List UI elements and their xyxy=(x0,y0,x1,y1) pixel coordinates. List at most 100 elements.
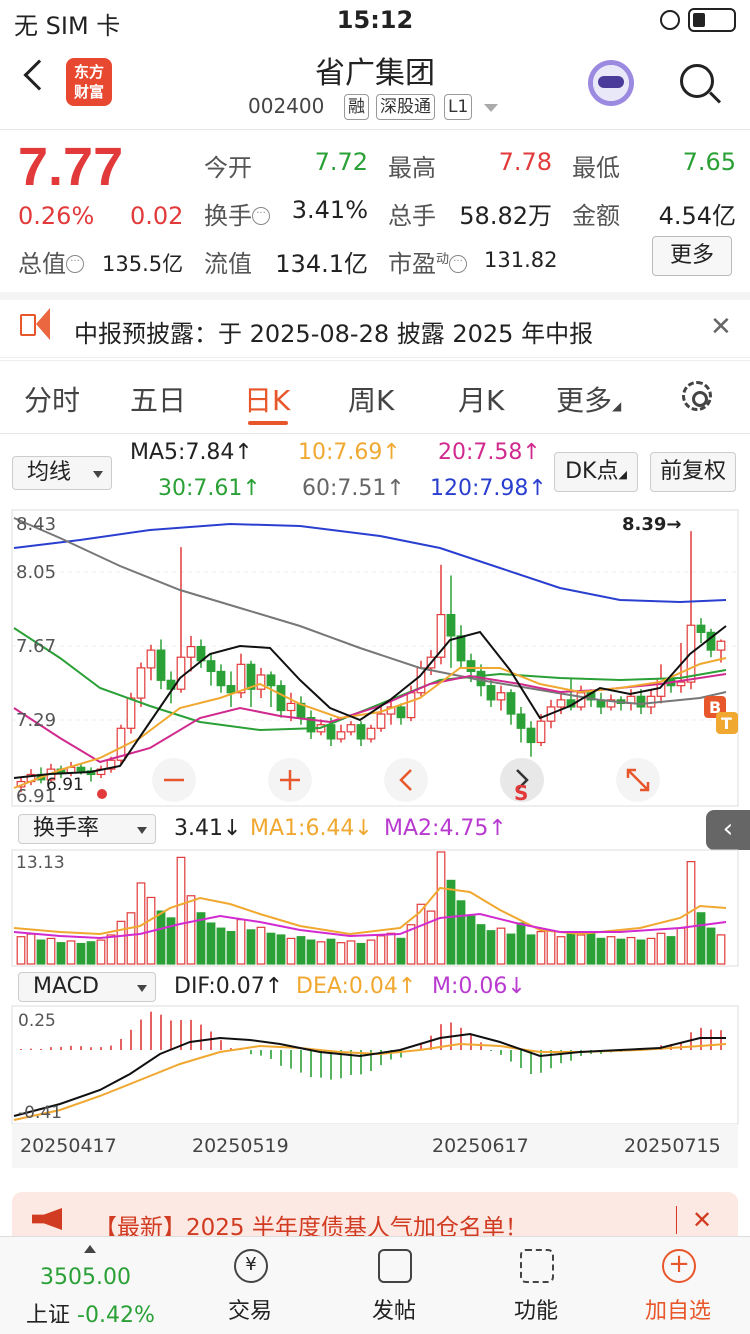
tab-add-watchlist[interactable]: 加自选 xyxy=(644,1299,711,1324)
chevron-down-icon[interactable] xyxy=(484,104,498,112)
candle-body xyxy=(716,640,726,651)
tab-five-day[interactable]: 五日 xyxy=(130,384,187,417)
ma60-value: 60:7.51↑ xyxy=(302,476,405,501)
high-value: 7.78 xyxy=(498,148,552,176)
turnover-bar xyxy=(286,937,296,965)
date-label-4: 20250715 xyxy=(624,1135,721,1157)
scroll-left-button[interactable] xyxy=(384,758,428,802)
add-watchlist-icon[interactable]: + xyxy=(662,1249,696,1283)
sell-signal-marker: S xyxy=(514,781,528,805)
turnover-bar xyxy=(466,915,476,965)
event-dot[interactable] xyxy=(97,789,107,799)
zoom-out-button[interactable] xyxy=(152,758,196,802)
tab-weekly-k[interactable]: 周K xyxy=(348,384,395,417)
pe-value: 131.82 xyxy=(484,248,558,272)
turnover-bar xyxy=(356,942,366,965)
zoom-in-button[interactable] xyxy=(268,758,312,802)
turnover-chart[interactable]: 13.13 xyxy=(0,848,750,968)
turnover-bar xyxy=(566,933,576,965)
info-icon[interactable]: ··· xyxy=(66,255,84,273)
turnover-bar xyxy=(96,939,106,965)
subchart2-indicator-select[interactable]: MACD xyxy=(18,972,156,1002)
turnover-bar xyxy=(486,930,496,965)
speaker-icon-cone xyxy=(36,308,50,340)
turnover-bar xyxy=(76,942,86,965)
gear-icon[interactable] xyxy=(682,381,712,411)
turnover-bar xyxy=(616,938,626,965)
turnover-bar xyxy=(416,903,426,965)
edit-icon[interactable] xyxy=(378,1249,412,1283)
total-cap-label: 总值 ··· xyxy=(18,244,84,279)
subchart1-indicator-select[interactable]: 换手率 xyxy=(18,814,156,844)
turnover-ma1: MA1:6.44↓ xyxy=(250,816,373,841)
turnover-bar xyxy=(636,939,646,965)
t-signal-badge xyxy=(716,712,738,734)
candle-body xyxy=(456,635,466,662)
orientation-lock-icon xyxy=(660,10,680,30)
current-price: 7.77 xyxy=(18,137,124,197)
grid-icon[interactable] xyxy=(520,1249,554,1283)
notice-banner[interactable]: 中报预披露：于 2025-08-28 披露 2025 年中报 ✕ xyxy=(0,292,750,358)
turnover-bar xyxy=(16,936,26,965)
turnover-bar xyxy=(406,924,416,965)
turnover-bar xyxy=(126,912,136,965)
turnover-bar xyxy=(306,939,316,965)
robot-assistant-icon[interactable] xyxy=(588,60,634,106)
tab-trade[interactable]: 交易 xyxy=(227,1299,272,1324)
turnover-bar xyxy=(176,856,186,965)
turnover-bar xyxy=(676,927,686,965)
tab-more[interactable]: 更多◢ xyxy=(556,384,622,417)
date-label-3: 20250617 xyxy=(432,1135,529,1157)
tab-post[interactable]: 发帖 xyxy=(371,1299,416,1324)
tab-functions[interactable]: 功能 xyxy=(513,1299,558,1324)
price-tick-3: 7.67 xyxy=(16,636,56,657)
macd-chart[interactable]: 0.25 -0.41 20250417 20250519 20250617 20… xyxy=(0,1004,750,1174)
more-button[interactable]: 更多 xyxy=(652,236,732,276)
candle-body xyxy=(126,697,136,729)
turnover-bar xyxy=(56,942,66,965)
float-cap-label: 流值 xyxy=(204,250,252,278)
tag-level1[interactable]: L1 xyxy=(444,94,473,120)
index-label[interactable]: 上证 -0.42% xyxy=(26,1303,155,1328)
close-icon[interactable]: ✕ xyxy=(692,1206,713,1234)
trade-icon[interactable]: ¥ xyxy=(234,1249,268,1283)
fullscreen-button[interactable] xyxy=(616,758,660,802)
ma5-value: MA5:7.84↑ xyxy=(130,440,253,465)
index-value[interactable]: 3505.00 xyxy=(40,1265,131,1290)
dk-points-button[interactable]: DK点◢ xyxy=(554,452,638,492)
status-bar: 无 SIM 卡 15:12 xyxy=(0,0,750,42)
turnover-bar xyxy=(46,937,56,965)
amount-label: 金额 xyxy=(572,202,620,230)
close-icon[interactable]: ✕ xyxy=(710,312,732,342)
dif-line xyxy=(13,1032,726,1117)
turnover-bar xyxy=(376,935,386,965)
t-signal-text: T xyxy=(721,714,732,733)
tab-intraday[interactable]: 分时 xyxy=(24,384,81,417)
tab-monthly-k[interactable]: 月K xyxy=(458,384,505,417)
candle-body xyxy=(246,663,256,690)
info-icon[interactable]: ··· xyxy=(252,207,270,225)
adjust-select-button[interactable]: 前复权 xyxy=(650,452,736,492)
price-tick-min: 6.91 xyxy=(16,786,56,807)
pe-label: 市盈动 ··· xyxy=(388,244,468,279)
candle-body xyxy=(226,685,236,694)
total-cap-value: 135.5亿 xyxy=(102,252,184,276)
turnover-bar xyxy=(336,942,346,965)
kline-chart[interactable]: 8.43 8.05 7.67 7.29 6.91 8.39→ 6.91 S B … xyxy=(0,508,750,808)
turnover-bar xyxy=(716,934,726,965)
candle-body xyxy=(516,713,526,729)
tab-daily-k[interactable]: 日K xyxy=(244,384,291,417)
turnover-bar xyxy=(386,932,396,965)
turnover-bar xyxy=(556,936,566,965)
indicator-select[interactable]: 均线 xyxy=(12,456,112,490)
carrier-label: 无 SIM 卡 xyxy=(14,12,121,40)
collapse-panel-button[interactable]: ‹ xyxy=(706,810,750,850)
search-icon[interactable] xyxy=(680,64,714,98)
turnover-current: 3.41↓ xyxy=(174,816,242,841)
scroll-right-button[interactable] xyxy=(500,758,544,802)
info-icon[interactable]: ··· xyxy=(449,255,468,273)
turnover-bar xyxy=(606,936,616,965)
candle-body xyxy=(486,685,496,701)
candle-body xyxy=(436,613,446,658)
date-label-2: 20250519 xyxy=(192,1135,289,1157)
